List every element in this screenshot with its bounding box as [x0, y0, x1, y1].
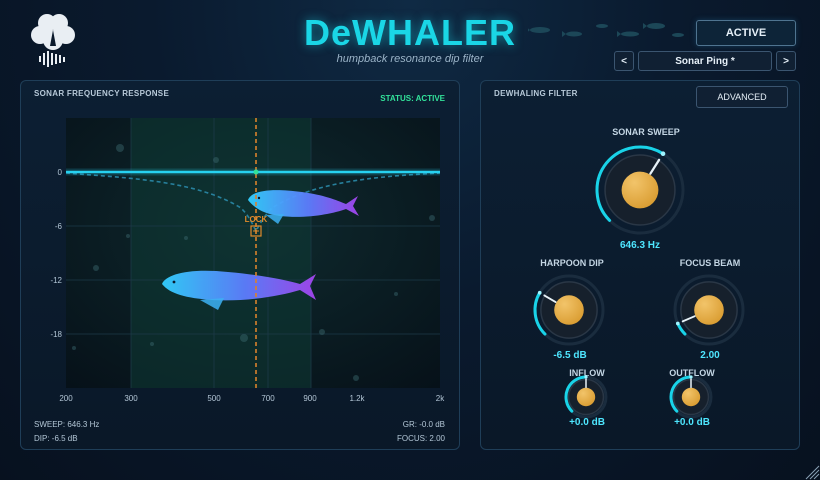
x-tick-900: 900 — [303, 394, 317, 403]
harpoon-dip-label: HARPOON DIP — [540, 258, 604, 268]
preset-prev-button[interactable]: < — [614, 51, 634, 71]
focus-beam-value: 2.00 — [700, 350, 720, 361]
harpoon-dip-knob[interactable] — [532, 273, 606, 347]
x-tick-500: 500 — [207, 394, 221, 403]
focus-beam-label: FOCUS BEAM — [679, 258, 741, 268]
whale-lower-icon — [162, 270, 316, 310]
dip-readout: DIP: -6.5 dB — [34, 434, 78, 443]
whale-upper-icon — [248, 190, 359, 224]
app-title: DeWHALER — [304, 12, 516, 53]
frequency-panel-title: SONAR FREQUENCY RESPONSE — [34, 89, 170, 98]
outflow-knob[interactable] — [668, 374, 714, 420]
preset-next-button[interactable]: > — [776, 51, 796, 71]
harpoon-dip-value: -6.5 dB — [553, 350, 587, 361]
lock-marker[interactable] — [250, 225, 262, 237]
y-tick-minus12: -12 — [50, 276, 62, 285]
advanced-button[interactable]: ADVANCED — [696, 86, 788, 108]
outflow-value: +0.0 dB — [674, 417, 710, 428]
focus-band — [131, 118, 311, 388]
inflow-label: INFLOW — [569, 368, 605, 378]
outflow-label: OUTFLOW — [669, 368, 715, 378]
sweep-readout: SWEEP: 646.3 Hz — [34, 420, 100, 429]
x-tick-1-2k: 1.2k — [349, 394, 365, 403]
app-subtitle: humpback resonance dip filter — [336, 53, 484, 65]
sonar-sweep-knob[interactable] — [594, 144, 686, 236]
x-tick-700: 700 — [261, 394, 275, 403]
active-toggle-button[interactable]: ACTIVE — [696, 20, 796, 46]
bubbles — [72, 144, 435, 381]
sonar-sweep-value: 646.3 Hz — [619, 240, 661, 251]
clover-whale-logo-icon — [31, 14, 75, 67]
inflow-knob[interactable] — [563, 374, 609, 420]
preset-name-display[interactable]: Sonar Ping * — [638, 51, 772, 71]
y-tick-minus6: -6 — [54, 222, 62, 231]
lock-label: LOCK — [245, 215, 268, 224]
x-tick-300: 300 — [124, 394, 138, 403]
x-tick-200: 200 — [59, 394, 73, 403]
x-tick-2k: 2k — [435, 394, 445, 403]
dewhaling-filter-panel — [480, 80, 800, 450]
inflow-value: +0.0 dB — [569, 417, 605, 428]
status-indicator: STATUS: ACTIVE — [380, 94, 445, 103]
y-tick-0: 0 — [57, 168, 62, 177]
fish-school-icon — [528, 23, 684, 37]
resize-grip-icon[interactable] — [800, 460, 820, 480]
sweep-handle[interactable] — [253, 169, 259, 175]
filter-panel-title: DEWHALING FILTER — [494, 89, 578, 98]
y-tick-minus18: -18 — [50, 330, 62, 339]
frequency-response-graph[interactable]: LOCK — [66, 118, 440, 388]
focus-beam-knob[interactable] — [672, 273, 746, 347]
focus-readout: FOCUS: 2.00 — [396, 434, 445, 443]
gain-reduction-readout: GR: -0.0 dB — [402, 420, 445, 429]
sonar-sweep-label: SONAR SWEEP — [612, 127, 680, 137]
